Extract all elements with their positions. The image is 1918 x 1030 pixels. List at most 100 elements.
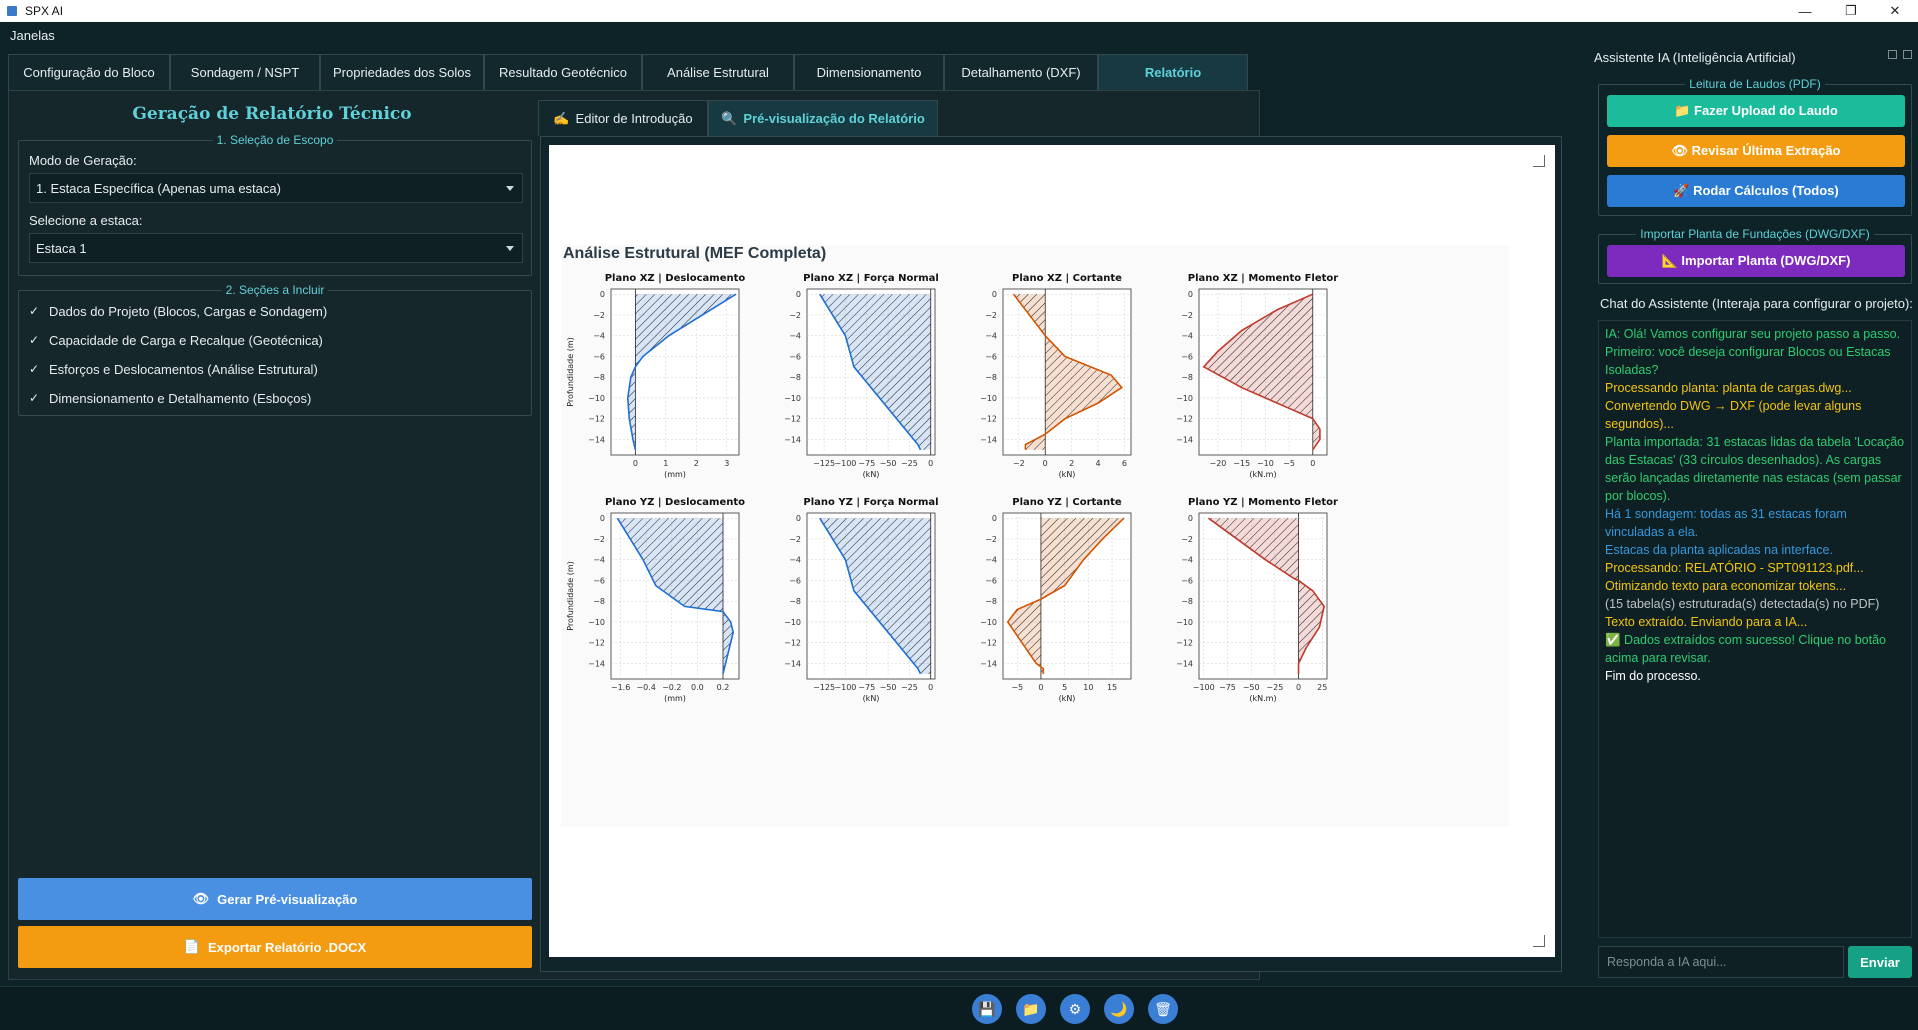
tab-sondagem[interactable]: Sondagem / NSPT: [170, 54, 320, 90]
tab-detalhamento[interactable]: Detalhamento (DXF): [944, 54, 1098, 90]
chart-title: Plano YZ | Força Normal: [803, 497, 938, 508]
y-axis-label: Profundidade (m): [566, 337, 575, 407]
x-tick-label: −25: [1266, 683, 1283, 692]
close-button[interactable]: ✕: [1889, 3, 1901, 18]
x-tick-label: −0.2: [662, 683, 681, 692]
window-title: SPX AI: [25, 4, 64, 18]
section-checkbox-dimensionamento[interactable]: ✓ Dimensionamento e Detalhamento (Esboços…: [29, 388, 311, 408]
export-docx-button[interactable]: 📄 Exportar Relatório .DOCX: [18, 926, 532, 968]
scroll-corner-icon[interactable]: [1533, 155, 1545, 167]
import-group-title: Importar Planta de Fundações (DWG/DXF): [1636, 227, 1874, 241]
y-tick-label: −10: [1176, 394, 1193, 403]
y-tick-label: −12: [980, 639, 997, 648]
y-tick-label: −14: [784, 659, 801, 668]
series-line: [1208, 517, 1326, 674]
x-tick-label: 6: [1122, 459, 1127, 468]
close-panel-icon[interactable]: [1903, 50, 1912, 59]
y-tick-label: −8: [985, 597, 997, 606]
tab-relatorio[interactable]: Relatório: [1098, 54, 1248, 90]
y-tick-label: −14: [588, 659, 605, 668]
structural-charts-figure: Plano XZ | Deslocamento0−2−4−6−8−10−12−1…: [566, 273, 1338, 703]
chart-title: Plano XZ | Força Normal: [803, 273, 939, 284]
subtab-editor-introducao[interactable]: ✍ Editor de Introdução: [538, 100, 708, 136]
y-tick-label: −4: [789, 332, 801, 341]
x-tick-label: 1: [663, 459, 668, 468]
x-tick-label: 2: [694, 459, 699, 468]
x-tick-label: 0: [1296, 683, 1301, 692]
x-tick-label: −25: [901, 683, 918, 692]
y-tick-label: −6: [593, 352, 605, 361]
y-tick-label: −14: [980, 659, 997, 668]
main-tabs: Configuração do Bloco Sondagem / NSPT Pr…: [8, 54, 1248, 90]
scroll-corner-icon[interactable]: [1533, 935, 1545, 947]
import-plan-button[interactable]: 📐 Importar Planta (DWG/DXF): [1607, 245, 1905, 277]
send-button[interactable]: Enviar: [1848, 946, 1912, 978]
mode-select[interactable]: 1. Estaca Específica (Apenas uma estaca): [29, 173, 523, 203]
preview-button[interactable]: 👁 Gerar Pré-visualização: [18, 878, 532, 920]
y-tick-label: −4: [1181, 332, 1193, 341]
save-button[interactable]: 💾: [972, 994, 1002, 1024]
y-tick-label: −2: [1181, 535, 1193, 544]
chart-panel: Plano XZ | Deslocamento0−2−4−6−8−10−12−1…: [566, 273, 745, 479]
series-area: [1208, 518, 1325, 674]
scope-group-title: 1. Seleção de Escopo: [212, 133, 338, 147]
delete-button[interactable]: 🗑: [1148, 994, 1178, 1024]
section-checkbox-esforcos[interactable]: ✓ Esforços e Deslocamentos (Análise Estru…: [29, 359, 318, 379]
y-tick-label: −2: [985, 311, 997, 320]
report-preview-page[interactable]: Análise Estrutural (MEF Completa) Plano …: [549, 145, 1555, 957]
chat-message: IA: Olá! Vamos configurar seu projeto pa…: [1605, 327, 1901, 377]
x-tick-label: 0.2: [717, 683, 730, 692]
x-tick-label: 10: [1083, 683, 1093, 692]
tab-propriedades-solos[interactable]: Propriedades dos Solos: [320, 54, 484, 90]
eye-icon: 👁: [192, 891, 210, 906]
x-tick-label: −20: [1210, 459, 1227, 468]
x-axis-label: (mm): [664, 694, 686, 703]
x-tick-label: −15: [1233, 459, 1250, 468]
y-tick-label: −6: [985, 576, 997, 585]
check-icon: ✓: [29, 304, 40, 318]
chat-message: ✅ Dados extraídos com sucesso! Clique no…: [1605, 633, 1886, 665]
review-extraction-button[interactable]: 👁 Revisar Última Extração: [1607, 135, 1905, 167]
x-tick-label: −100: [834, 683, 856, 692]
y-tick-label: −12: [588, 639, 605, 648]
sections-group: 2. Seções a Incluir ✓ Dados do Projeto (B…: [18, 283, 532, 416]
chat-input[interactable]: Responda a IA aqui...: [1598, 946, 1844, 978]
chart-title: Plano YZ | Cortante: [1012, 497, 1122, 508]
chevron-down-icon: [506, 246, 514, 251]
mode-label: Modo de Geração:: [29, 153, 137, 168]
tab-analise-estrutural[interactable]: Análise Estrutural: [642, 54, 794, 90]
section-label: Dados do Projeto (Blocos, Cargas e Sonda…: [49, 303, 328, 319]
series-line: [616, 517, 735, 675]
y-tick-label: 0: [600, 290, 605, 299]
tab-configuracao-bloco[interactable]: Configuração do Bloco: [8, 54, 170, 90]
chart-panel: Plano YZ | Força Normal0−2−4−6−8−10−12−1…: [784, 497, 939, 703]
section-checkbox-dados[interactable]: ✓ Dados do Projeto (Blocos, Cargas e Sond…: [29, 301, 327, 321]
subtab-preview[interactable]: 🔍 Pré-visualização do Relatório: [708, 100, 938, 136]
open-folder-button[interactable]: 📁: [1016, 994, 1046, 1024]
pile-label: Selecione a estaca:: [29, 213, 143, 228]
upload-laudo-button[interactable]: 📁 Fazer Upload do Laudo: [1607, 95, 1905, 127]
series-line: [819, 517, 922, 675]
minimize-button[interactable]: —: [1798, 3, 1812, 19]
x-tick-label: −50: [1243, 683, 1260, 692]
tab-dimensionamento[interactable]: Dimensionamento: [794, 54, 944, 90]
y-tick-label: 0: [600, 514, 605, 523]
x-tick-label: 0: [633, 459, 638, 468]
x-tick-label: 5: [1062, 683, 1067, 692]
menu-janelas[interactable]: Janelas: [10, 27, 55, 43]
maximize-button[interactable]: ❐: [1845, 3, 1857, 18]
y-tick-label: −14: [784, 435, 801, 444]
pile-select[interactable]: Estaca 1: [29, 233, 523, 263]
run-calculations-button[interactable]: 🚀 Rodar Cálculos (Todos): [1607, 175, 1905, 207]
x-tick-label: 0: [1038, 683, 1043, 692]
settings-button[interactable]: ⚙: [1060, 994, 1090, 1024]
tab-resultado-geotecnico[interactable]: Resultado Geotécnico: [484, 54, 642, 90]
export-button-label: Exportar Relatório .DOCX: [207, 939, 367, 955]
chat-log[interactable]: IA: Olá! Vamos configurar seu projeto pa…: [1598, 320, 1912, 938]
theme-toggle-button[interactable]: 🌙: [1104, 994, 1134, 1024]
section-checkbox-capacidade[interactable]: ✓ Capacidade de Carga e Recalque (Geotécn…: [29, 330, 323, 350]
undock-icon[interactable]: [1888, 50, 1897, 59]
x-axis-label: (kN): [1059, 470, 1076, 479]
y-tick-label: −14: [1176, 435, 1193, 444]
series-line: [819, 293, 922, 451]
